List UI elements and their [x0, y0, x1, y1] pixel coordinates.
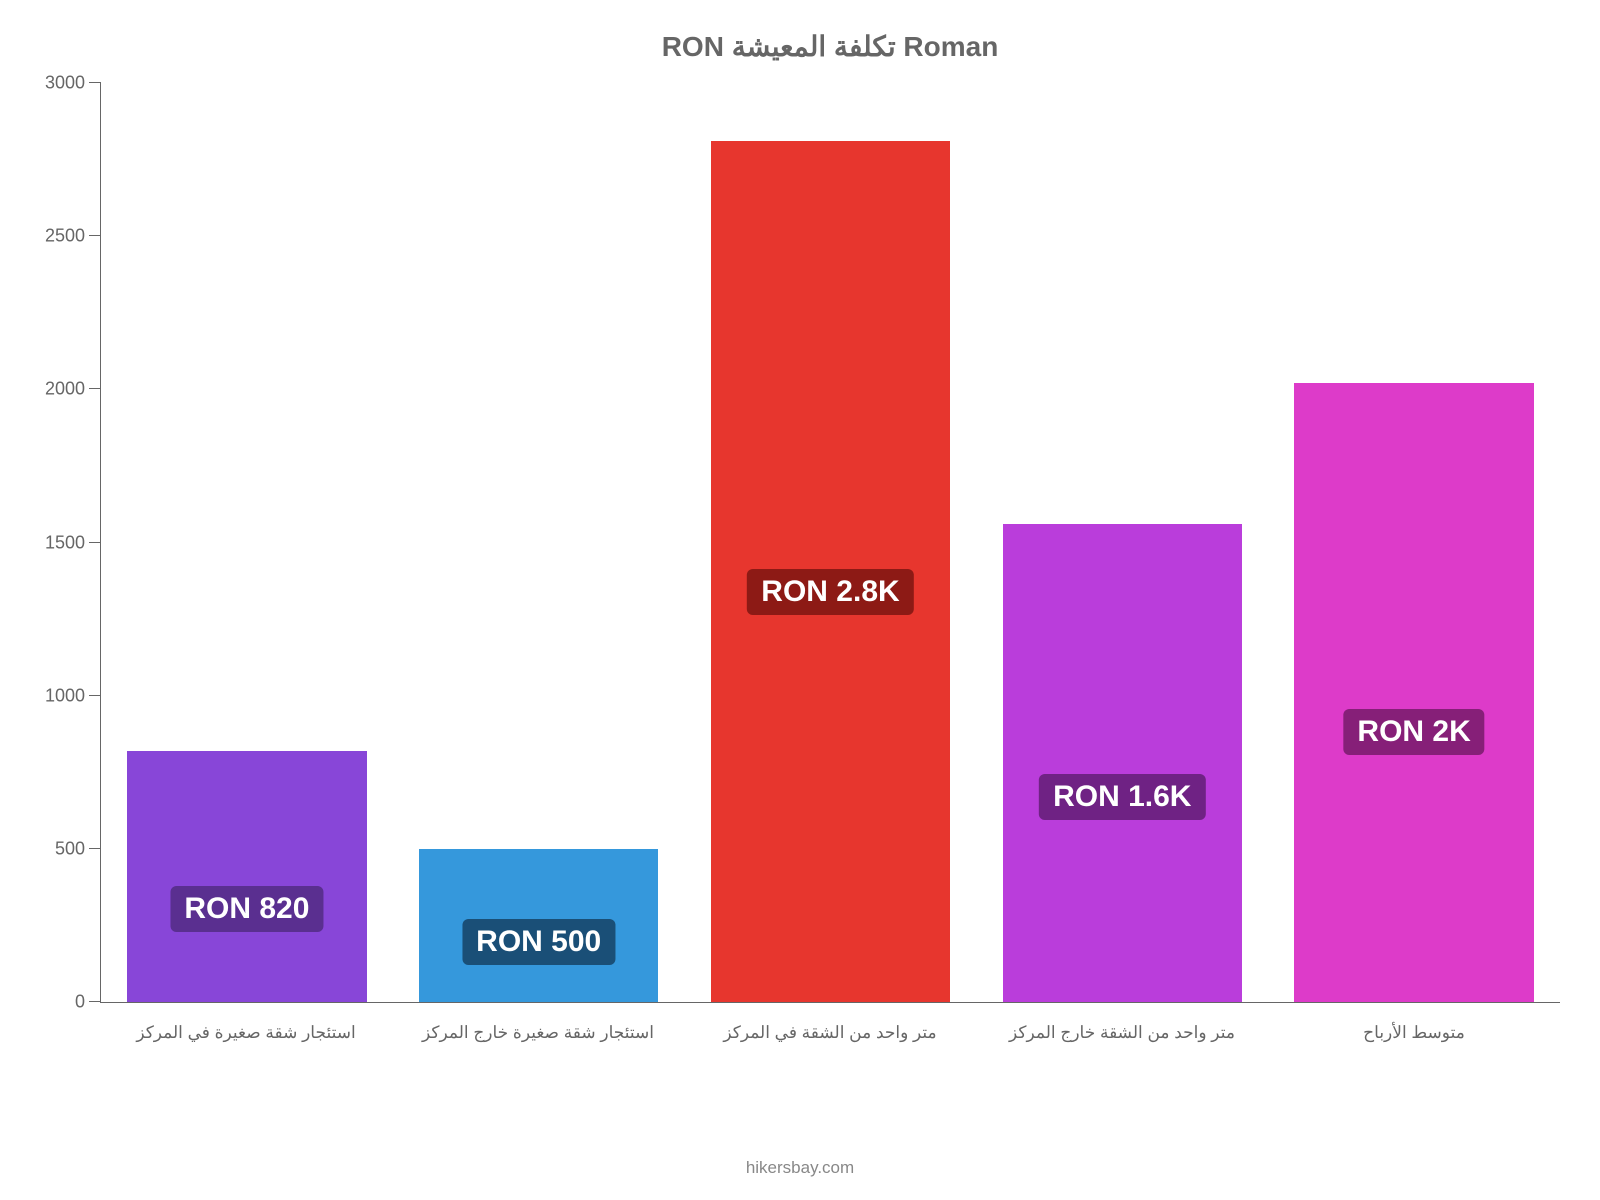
bars-row: RON 820 RON 500 RON 2.8K RON 1.6K RON 2K	[101, 83, 1560, 1002]
x-axis-label: متر واحد من الشقة خارج المركز	[976, 1023, 1268, 1043]
bar-value-badge: RON 500	[462, 919, 615, 965]
y-tick	[89, 1001, 101, 1002]
y-tick-label: 2500	[45, 226, 85, 247]
plot-area: RON 820RON 500RON 2.8KRON 1.6KRON 2K 050…	[100, 83, 1560, 1003]
y-tick-label: 1000	[45, 685, 85, 706]
bar-value-badge: RON 2.8K	[747, 569, 913, 615]
chart-container: Roman تكلفة المعيشة RON RON 820RON 500RO…	[0, 0, 1600, 1200]
x-axis-labels: استئجار شقة صغيرة في المركزاستئجار شقة ص…	[100, 1023, 1560, 1043]
bar: RON 820	[127, 751, 366, 1002]
footer-credit: hikersbay.com	[0, 1158, 1600, 1178]
y-tick-label: 2000	[45, 379, 85, 400]
y-tick-label: 500	[55, 838, 85, 859]
bar: RON 2.8K	[711, 141, 950, 1002]
bar-slot: RON 820	[101, 83, 393, 1002]
y-tick-label: 0	[75, 992, 85, 1013]
y-tick	[89, 848, 101, 849]
y-tick-label: 3000	[45, 73, 85, 94]
bar-slot: RON 2K	[1268, 83, 1560, 1002]
bar: RON 2K	[1294, 383, 1533, 1002]
x-axis-label: متر واحد من الشقة في المركز	[684, 1023, 976, 1043]
bar-slot: RON 1.6K	[976, 83, 1268, 1002]
bar: RON 500	[419, 849, 658, 1002]
y-tick	[89, 388, 101, 389]
bar-value-badge: RON 820	[170, 886, 323, 932]
y-tick	[89, 235, 101, 236]
y-tick-label: 1500	[45, 532, 85, 553]
x-axis-label: متوسط الأرباح	[1268, 1023, 1560, 1043]
bar-slot: RON 2.8K	[685, 83, 977, 1002]
y-tick	[89, 542, 101, 543]
y-tick	[89, 695, 101, 696]
bar-slot: RON 500	[393, 83, 685, 1002]
x-axis-label: استئجار شقة صغيرة خارج المركز	[392, 1023, 684, 1043]
bar-value-badge: RON 1.6K	[1039, 774, 1205, 820]
x-axis-label: استئجار شقة صغيرة في المركز	[100, 1023, 392, 1043]
bar-value-badge: RON 2K	[1343, 709, 1484, 755]
y-tick	[89, 82, 101, 83]
bar: RON 1.6K	[1003, 524, 1242, 1002]
chart-title: Roman تكلفة المعيشة RON	[100, 30, 1560, 63]
